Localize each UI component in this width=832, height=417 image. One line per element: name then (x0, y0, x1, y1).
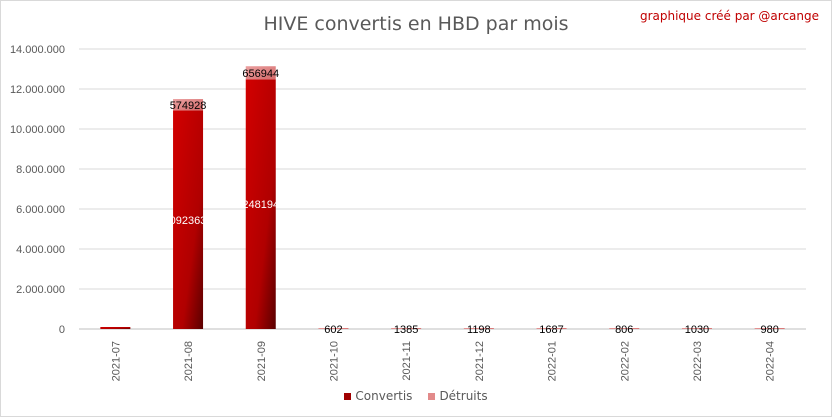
data-label-detruits: 1198 (467, 324, 491, 336)
x-tick-label: 2021-12 (474, 341, 486, 381)
x-tick-label: 2022-01 (547, 341, 559, 381)
data-label-detruits: 574928 (170, 100, 207, 112)
y-tick-label: 14.000.000 (10, 44, 65, 56)
bar-detruits (463, 328, 494, 329)
data-label-convertis: 10923630 (164, 215, 213, 227)
bar-detruits (173, 99, 204, 111)
x-tick-label: 2021-07 (110, 341, 122, 381)
legend-label-detruits: Détruits (439, 389, 488, 403)
bar-detruits (245, 66, 276, 80)
legend-item-detruits: Détruits (428, 389, 488, 403)
chart-legend: Convertis Détruits (1, 389, 831, 403)
bar-detruits (536, 328, 567, 329)
y-tick-label: 8.000.000 (16, 164, 65, 176)
x-tick-label: 2021-10 (328, 341, 340, 381)
chart-credit: graphique créé par @arcange (639, 9, 819, 23)
x-tick-label: 2021-11 (401, 341, 413, 381)
y-tick-label: 10.000.000 (10, 124, 65, 136)
bar-detruits (318, 328, 349, 329)
x-tick-label: 2022-02 (619, 341, 631, 381)
data-label-detruits: 1385 (394, 324, 418, 336)
bar-detruits (754, 328, 785, 329)
data-label-detruits: 1030 (685, 324, 709, 336)
x-tick-label: 2022-03 (692, 341, 704, 381)
x-tick-label: 2021-08 (183, 341, 195, 381)
bar-convertis (173, 110, 204, 329)
bar-convertis (245, 79, 276, 329)
bar-convertis (100, 327, 131, 329)
data-label-detruits: 656944 (242, 68, 279, 80)
bar-detruits (391, 328, 422, 329)
legend-label-convertis: Convertis (355, 389, 413, 403)
data-label-detruits: 806 (615, 324, 633, 336)
data-label-detruits: 602 (324, 324, 342, 336)
data-label-convertis: 12481940 (236, 199, 285, 211)
x-tick-label: 2021-09 (256, 341, 268, 381)
data-label-detruits: 1687 (539, 324, 563, 336)
y-tick-label: 2.000.000 (16, 284, 65, 296)
bar-detruits (609, 328, 640, 329)
data-label-detruits: 980 (760, 324, 778, 336)
y-tick-label: 0 (59, 324, 65, 336)
x-tick-label: 2022-04 (765, 341, 777, 381)
chart-title: HIVE convertis en HBD par mois (263, 13, 569, 35)
bar-detruits (681, 328, 712, 329)
legend-item-convertis: Convertis (344, 389, 412, 403)
y-tick-label: 4.000.000 (16, 244, 65, 256)
legend-swatch-detruits (428, 392, 436, 400)
y-tick-label: 12.000.000 (10, 84, 65, 96)
legend-swatch-convertis (344, 392, 352, 400)
y-tick-label: 6.000.000 (16, 204, 65, 216)
